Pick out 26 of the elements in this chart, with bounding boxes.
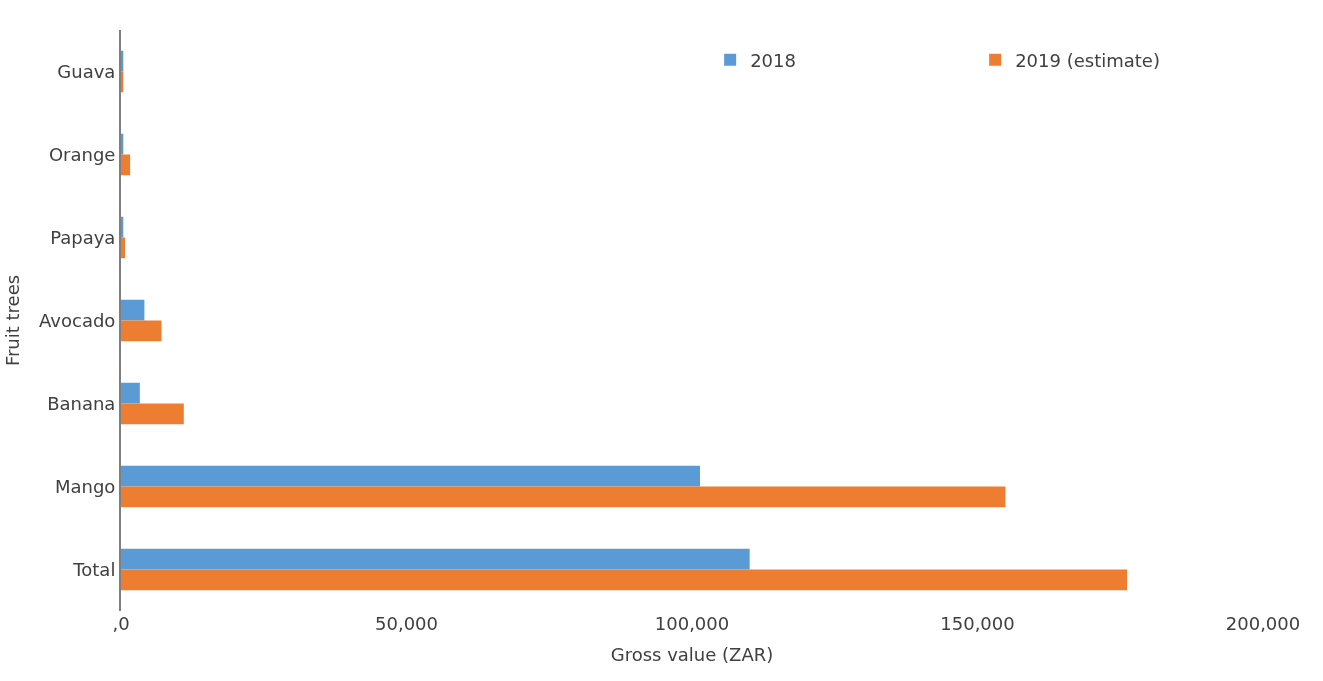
x-axis-title: Gross value (ZAR): [610, 644, 774, 666]
x-tick-label: 50,000: [375, 613, 438, 634]
y-tick-label: Orange: [48, 143, 116, 165]
bar: [121, 299, 145, 321]
bar: [121, 320, 162, 342]
legend-label: 2019 (estimate): [1015, 49, 1160, 71]
bar: [121, 237, 125, 259]
y-tick-label: Guava: [57, 60, 116, 82]
bar: [121, 465, 700, 487]
y-tick-label: Total: [72, 558, 116, 580]
x-tick-label: ,0: [112, 613, 130, 634]
bar: [121, 548, 750, 570]
bar: [121, 154, 131, 176]
bar: [121, 382, 140, 404]
y-tick-label: Banana: [47, 392, 116, 414]
y-tick-label: Papaya: [50, 226, 116, 248]
legend-label: 2018: [750, 49, 796, 71]
bar: [121, 403, 184, 425]
y-tick-label: Mango: [54, 475, 116, 497]
x-tick-label: 200,000: [1225, 613, 1301, 634]
x-tick-label: 150,000: [940, 613, 1015, 634]
y-tick-label: Avocado: [39, 309, 116, 331]
bar: [121, 486, 1006, 508]
bar: [121, 569, 1128, 591]
x-tick-label: 100,000: [654, 613, 730, 634]
y-axis-title: Fruit trees: [1, 274, 23, 367]
